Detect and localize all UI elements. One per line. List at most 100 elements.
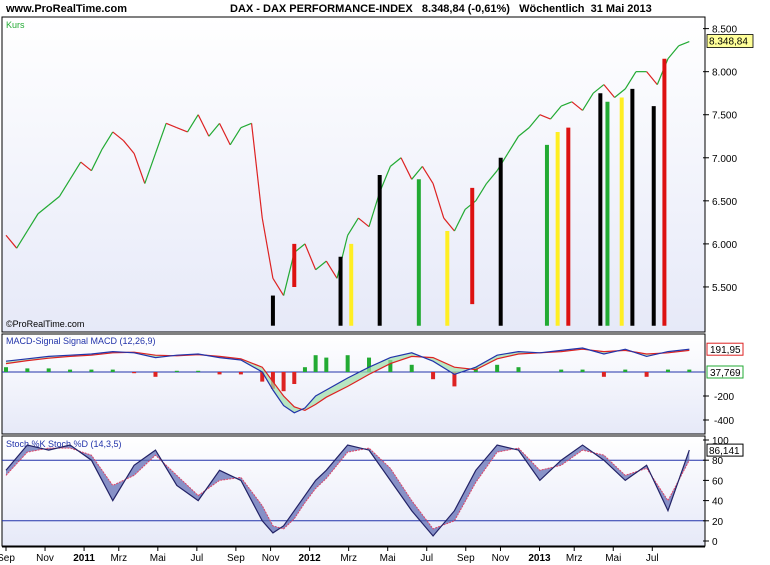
macd-signal-value-label: 37,769	[710, 368, 741, 379]
macd-histogram-bar	[367, 357, 372, 372]
price-ytick-label: 7.500	[712, 111, 737, 122]
macd-signal-value-box	[706, 365, 744, 379]
price-segment	[250, 123, 263, 219]
price-segment	[357, 217, 370, 228]
price-segment	[26, 213, 39, 232]
macd-histogram-bar	[46, 368, 51, 372]
x-tick-label: Sep	[227, 553, 245, 564]
x-tick-label: Sep	[457, 553, 475, 564]
macd-value-box	[706, 342, 744, 356]
price-segment	[272, 278, 285, 296]
price-segment	[592, 84, 605, 94]
x-tick-label: Nov	[262, 553, 280, 564]
price-ytick-label: 6.500	[712, 197, 737, 208]
price-segment	[240, 122, 252, 129]
macd-fill-area	[6, 348, 690, 413]
stoch-ytick-label: 0	[712, 537, 718, 548]
price-ytick-label: 5.500	[712, 283, 737, 294]
price-segment	[475, 183, 487, 202]
macd-histogram-bar	[601, 372, 606, 377]
price-segment	[101, 131, 114, 150]
macd-histogram-bar	[623, 369, 628, 372]
stoch-k-line	[5, 444, 690, 537]
x-tick-label: Mrz	[340, 553, 357, 564]
price-segment	[165, 122, 178, 129]
macd-histogram-bar	[324, 357, 329, 372]
macd-histogram-bar	[68, 369, 73, 372]
macd-histogram-bar	[687, 369, 692, 372]
macd-histogram-bar	[25, 368, 30, 372]
price-ytick-label: 6.000	[712, 240, 737, 251]
macd-panel-label: MACD-Signal Signal MACD (12,26,9)	[6, 336, 156, 346]
macd-histogram-bar	[260, 372, 265, 382]
price-segment	[485, 170, 498, 184]
price-segment	[560, 101, 573, 107]
price-panel-label: Kurs	[6, 20, 25, 30]
price-segment	[507, 135, 520, 154]
price-segment	[646, 71, 658, 85]
price-ytick-label: 8.500	[712, 25, 737, 36]
price-segment	[315, 260, 327, 271]
price-segment	[208, 122, 221, 137]
price-segment	[571, 101, 583, 111]
last-price-label: 8.348,84	[709, 37, 748, 48]
price-segment	[154, 123, 167, 154]
price-segment	[582, 92, 594, 111]
price-ytick-label: 8.000	[712, 68, 737, 79]
price-segment	[58, 178, 71, 197]
price-segment	[667, 45, 680, 60]
price-segment	[678, 40, 690, 47]
macd-histogram-bar	[345, 355, 350, 372]
price-segment	[69, 161, 82, 180]
x-tick-label: Mai	[380, 553, 396, 564]
price-segment	[176, 127, 188, 133]
price-segment	[122, 140, 135, 154]
macd-histogram-bar	[388, 360, 393, 372]
macd-histogram-bar	[110, 369, 115, 372]
price-segment	[186, 114, 199, 133]
price-segment	[304, 243, 317, 270]
price-segment	[400, 157, 413, 180]
stoch-ytick-label: 80	[712, 456, 724, 467]
stoch-panel-label: Stoch %K Stoch %D (14,3,5)	[6, 439, 122, 449]
macd-histogram-bar	[238, 372, 243, 375]
price-segment	[453, 209, 466, 232]
macd-histogram-bar	[153, 372, 158, 377]
stoch-value-box	[706, 443, 744, 457]
macd-histogram-bar	[431, 372, 436, 380]
x-tick-label: 2013	[528, 553, 551, 564]
x-tick-label: Mrz	[566, 553, 583, 564]
watermark: ©ProRealTime.com	[6, 319, 84, 329]
price-segment	[5, 234, 18, 249]
x-tick-label: Jul	[190, 553, 203, 564]
macd-histogram-bar	[644, 372, 649, 377]
price-segment	[347, 217, 359, 236]
macd-histogram-bar	[452, 372, 457, 387]
macd-histogram-bar	[559, 369, 564, 372]
macd-line	[5, 347, 690, 414]
macd-histogram-bar	[270, 372, 275, 389]
macd-histogram-bar	[217, 372, 222, 375]
price-segment	[197, 114, 210, 137]
price-segment	[518, 127, 530, 137]
site-title[interactable]: www.ProRealTime.com	[5, 3, 127, 15]
x-tick-label: Jul	[420, 553, 433, 564]
macd-histogram-bar	[516, 367, 521, 372]
x-tick-label: Jul	[646, 553, 659, 564]
macd-histogram-bar	[196, 370, 201, 372]
price-segment	[389, 157, 402, 167]
macd-histogram-bar	[409, 364, 414, 372]
macd-histogram-bar	[4, 367, 8, 372]
x-tick-label: Nov	[36, 553, 54, 564]
macd-histogram-bar	[292, 372, 297, 384]
stoch-ytick-label: 60	[712, 476, 724, 487]
stoch-ytick-label: 40	[712, 497, 724, 508]
price-segment	[144, 153, 157, 184]
macd-ytick-label: -400	[714, 416, 734, 427]
price-segment	[421, 166, 434, 184]
x-tick-label: Mrz	[110, 553, 127, 564]
stoch-d-line	[5, 447, 690, 530]
macd-histogram-bar	[89, 369, 94, 372]
price-segment	[432, 183, 445, 219]
